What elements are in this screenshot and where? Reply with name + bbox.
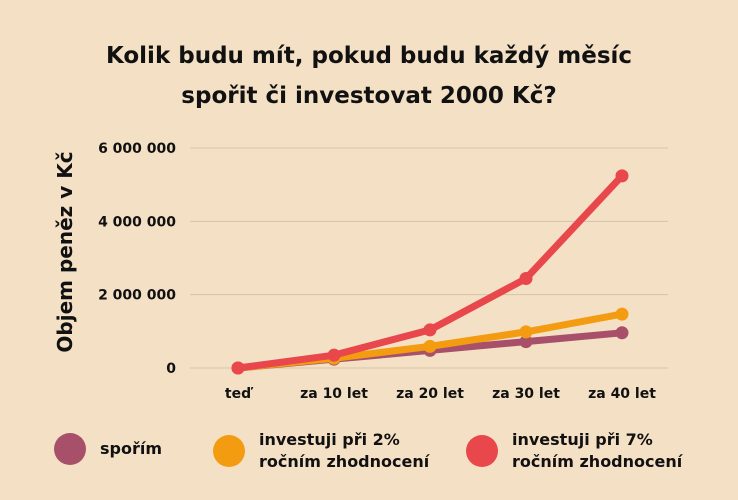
legend-swatch-invest-7 (466, 435, 498, 467)
y-tick-label: 6 000 000 (98, 141, 176, 157)
data-point (615, 307, 629, 321)
data-point (519, 272, 533, 286)
data-point (423, 339, 437, 353)
data-point (519, 335, 533, 349)
data-point (615, 169, 629, 183)
y-tick-labels: 0 2 000 000 4 000 000 6 000 000 (98, 141, 176, 377)
y-tick-label: 4 000 000 (98, 214, 176, 230)
data-point (615, 326, 629, 340)
legend-label-line: investuji při 2% (259, 430, 400, 449)
x-tick-label: za 10 let (300, 386, 368, 402)
series-lines (231, 169, 629, 375)
legend-item-invest-7: investuji při 7% ročním zhodnocení (466, 429, 682, 473)
data-point (231, 361, 245, 375)
data-point (423, 323, 437, 337)
legend-label-invest-2: investuji při 2% ročním zhodnocení (259, 429, 429, 473)
y-axis-label: Objem peněz v Kč (53, 151, 77, 352)
x-tick-label: za 20 let (396, 386, 464, 402)
legend-label-line: investuji při 7% (512, 430, 653, 449)
series-2 (231, 169, 629, 375)
data-point (519, 325, 533, 339)
chart-title-line-1: Kolik budu mít, pokud budu každý měsíc (105, 43, 633, 69)
x-tick-label: za 30 let (492, 386, 560, 402)
legend-item-sporim: spořím (54, 433, 162, 465)
x-tick-label: teď (225, 386, 254, 402)
legend-label-invest-7: investuji při 7% ročním zhodnocení (512, 429, 682, 473)
chart-title: Kolik budu mít, pokud budu každý měsíc s… (0, 36, 738, 116)
y-tick-label: 0 (166, 361, 176, 377)
x-tick-labels: teď za 10 let za 20 let za 30 let za 40 let (225, 386, 656, 402)
data-point (327, 348, 341, 362)
legend-swatch-sporim (54, 433, 86, 465)
chart-title-line-2: spořit či investovat 2000 Kč? (181, 83, 557, 109)
line-chart: 0 2 000 000 4 000 000 6 000 000 teď za 10 le… (53, 141, 668, 402)
legend-label-sporim: spořím (100, 438, 162, 460)
legend-label-line: spořím (100, 439, 163, 458)
x-tick-label: za 40 let (588, 386, 656, 402)
legend-item-invest-2: investuji při 2% ročním zhodnocení (213, 429, 429, 473)
legend-label-line: ročním zhodnocení (259, 452, 430, 471)
legend-swatch-invest-2 (213, 435, 245, 467)
legend-label-line: ročním zhodnocení (512, 452, 683, 471)
y-tick-label: 2 000 000 (98, 288, 176, 304)
